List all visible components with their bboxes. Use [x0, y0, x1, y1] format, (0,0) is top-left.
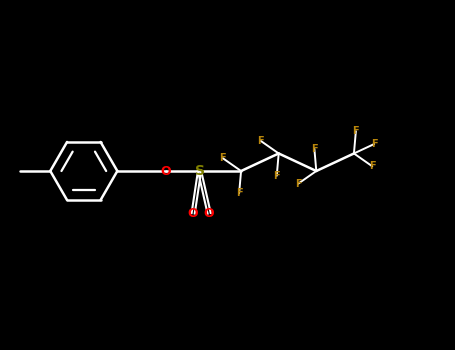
Text: F: F: [273, 171, 280, 181]
Text: O: O: [161, 164, 172, 177]
Text: O: O: [188, 207, 198, 220]
Text: F: F: [371, 139, 378, 149]
Text: F: F: [219, 153, 226, 163]
Text: F: F: [236, 188, 243, 198]
Text: F: F: [311, 144, 318, 154]
Text: S: S: [195, 164, 205, 178]
Text: O: O: [204, 207, 214, 220]
Text: F: F: [369, 161, 375, 171]
Text: F: F: [295, 179, 301, 189]
Text: F: F: [353, 126, 359, 136]
Text: F: F: [257, 136, 264, 146]
